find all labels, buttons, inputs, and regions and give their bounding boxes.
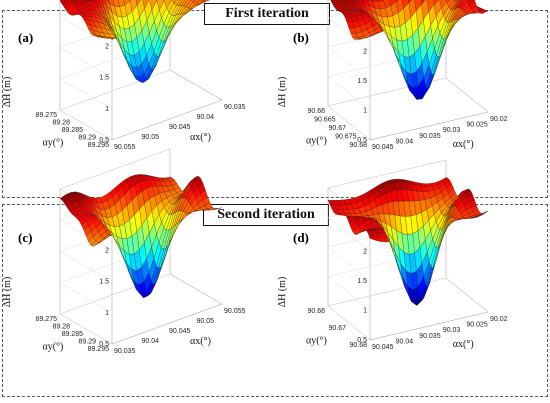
- z-tick-label: 2: [363, 49, 367, 56]
- surface-plot-a: 0.511.522.590.05590.0590.04590.0490.0358…: [0, 22, 270, 198]
- z-axis-label: ΔH (m): [2, 277, 13, 308]
- x-tick-label: 90.035: [224, 104, 246, 111]
- x-tick-label: 90.035: [419, 133, 441, 140]
- x-tick-label: 90.05: [142, 134, 160, 141]
- panel-label: (d): [293, 230, 309, 245]
- y-tick-label: 89.29: [78, 339, 96, 346]
- z-axis-label: ΔH (m): [277, 77, 288, 108]
- y-tick-label: 89.28: [52, 120, 70, 127]
- x-axis-label: αx(°): [190, 132, 211, 143]
- z-axis-label: ΔH (m): [277, 277, 288, 308]
- x-tick-label: 90.04: [142, 338, 160, 345]
- z-tick-label: 1: [363, 308, 367, 315]
- x-tick-label: 90.025: [466, 322, 488, 329]
- y-tick-label: 89.28: [52, 324, 70, 331]
- axis-line: [446, 278, 488, 312]
- x-tick-label: 90.04: [396, 338, 414, 345]
- z-tick-label: 1: [105, 310, 109, 317]
- x-tick-label: 90.045: [372, 144, 394, 151]
- x-tick-label: 90.045: [169, 124, 191, 131]
- panel-a: 0.511.522.590.05590.0590.04590.0490.0358…: [0, 22, 270, 198]
- y-tick-label: 89.285: [62, 331, 84, 338]
- surface-mesh: [328, 0, 488, 100]
- y-tick-label: 89.29: [78, 135, 96, 142]
- panel-label: (a): [18, 30, 33, 45]
- z-tick-label: 1.5: [99, 75, 109, 82]
- x-axis-label: αx(°): [453, 139, 474, 150]
- y-axis-label: αy(°): [306, 135, 327, 146]
- y-tick-label: 90.66: [307, 108, 325, 115]
- z-axis-label: ΔH (m): [2, 77, 13, 108]
- z-tick-label: 1: [105, 106, 109, 113]
- x-tick-label: 90.05: [197, 318, 215, 325]
- y-tick-label: 89.285: [62, 127, 84, 134]
- axis-line: [446, 78, 488, 112]
- x-tick-label: 90.045: [169, 328, 191, 335]
- panel-label: (c): [18, 230, 32, 245]
- x-tick-label: 90.035: [114, 348, 136, 355]
- z-tick-label: 1: [363, 108, 367, 115]
- x-tick-label: 90.03: [443, 327, 461, 334]
- z-tick-label: 1.5: [357, 278, 367, 285]
- panel-c: 0.511.522.590.03590.0490.04590.0590.0558…: [0, 222, 270, 398]
- surface-plot-d: 0.511.522.590.04590.0490.03590.0390.0259…: [275, 222, 545, 398]
- surface-plot-c: 0.511.522.590.03590.0490.04590.0590.0558…: [0, 222, 270, 398]
- y-tick-label: 89.295: [88, 142, 110, 149]
- z-tick-label: 2: [363, 249, 367, 256]
- y-axis-label: αy(°): [306, 335, 327, 346]
- surface-plot-b: 0.511.522.590.04590.0490.03590.0390.0259…: [275, 22, 545, 198]
- x-tick-label: 90.02: [490, 316, 508, 323]
- x-tick-label: 90.055: [114, 144, 136, 151]
- panel-label: (b): [293, 30, 309, 45]
- y-tick-label: 89.295: [88, 346, 110, 353]
- y-tick-label: 90.68: [349, 142, 367, 149]
- x-tick-label: 90.055: [224, 308, 246, 315]
- y-axis-label: αy(°): [42, 342, 63, 353]
- y-axis-label: αy(°): [42, 138, 63, 149]
- x-tick-label: 90.035: [419, 333, 441, 340]
- x-tick-label: 90.025: [466, 122, 488, 129]
- y-tick-label: 90.66: [307, 308, 325, 315]
- z-tick-label: 2: [105, 247, 109, 254]
- y-tick-label: 90.67: [328, 325, 346, 332]
- axis-line: [170, 274, 222, 304]
- axis-line: [170, 70, 222, 100]
- x-tick-label: 90.04: [197, 114, 215, 121]
- x-axis-label: αx(°): [190, 336, 211, 347]
- y-tick-label: 90.675: [335, 134, 357, 141]
- y-tick-label: 89.275: [36, 316, 58, 323]
- x-tick-label: 90.04: [396, 138, 414, 145]
- z-tick-label: 1.5: [99, 279, 109, 286]
- y-tick-label: 90.665: [314, 117, 336, 124]
- z-tick-label: 1.5: [357, 78, 367, 85]
- x-tick-label: 90.045: [372, 344, 394, 351]
- panel-b: 0.511.522.590.04590.0490.03590.0390.0259…: [275, 22, 545, 198]
- panel-d: 0.511.522.590.04590.0490.03590.0390.0259…: [275, 222, 545, 398]
- y-tick-label: 90.68: [349, 342, 367, 349]
- z-tick-label: 2: [105, 43, 109, 50]
- x-tick-label: 90.02: [490, 116, 508, 123]
- y-tick-label: 90.67: [328, 125, 346, 132]
- x-tick-label: 90.03: [443, 127, 461, 134]
- y-tick-label: 89.275: [36, 112, 58, 119]
- x-axis-label: αx(°): [453, 339, 474, 350]
